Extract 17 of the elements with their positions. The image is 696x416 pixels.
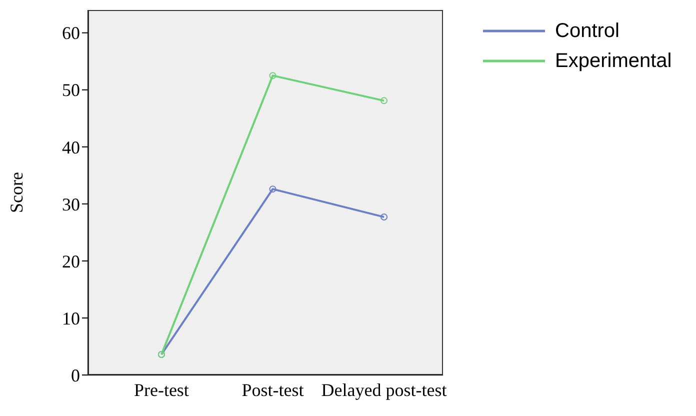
y-tick-label: 30	[62, 194, 80, 214]
x-tick-label: Pre-test	[134, 380, 189, 400]
point	[380, 97, 388, 104]
y-tick-label: 10	[62, 308, 80, 328]
legend-label: Control	[555, 20, 620, 42]
y-tick-label: 0	[71, 365, 80, 386]
y-tick-label: 50	[62, 80, 80, 100]
y-axis-title: Score	[6, 172, 26, 213]
y-tick-label: 20	[62, 251, 80, 272]
y-tick-label: 60	[62, 23, 80, 44]
x-tick-label: Post-test	[242, 380, 304, 400]
x-tick-label: Delayed post-test	[321, 380, 447, 400]
legend-label: Experimental	[555, 50, 672, 72]
y-tick-label: 40	[62, 137, 80, 158]
point	[380, 214, 388, 221]
point	[269, 72, 276, 80]
point	[269, 186, 276, 193]
